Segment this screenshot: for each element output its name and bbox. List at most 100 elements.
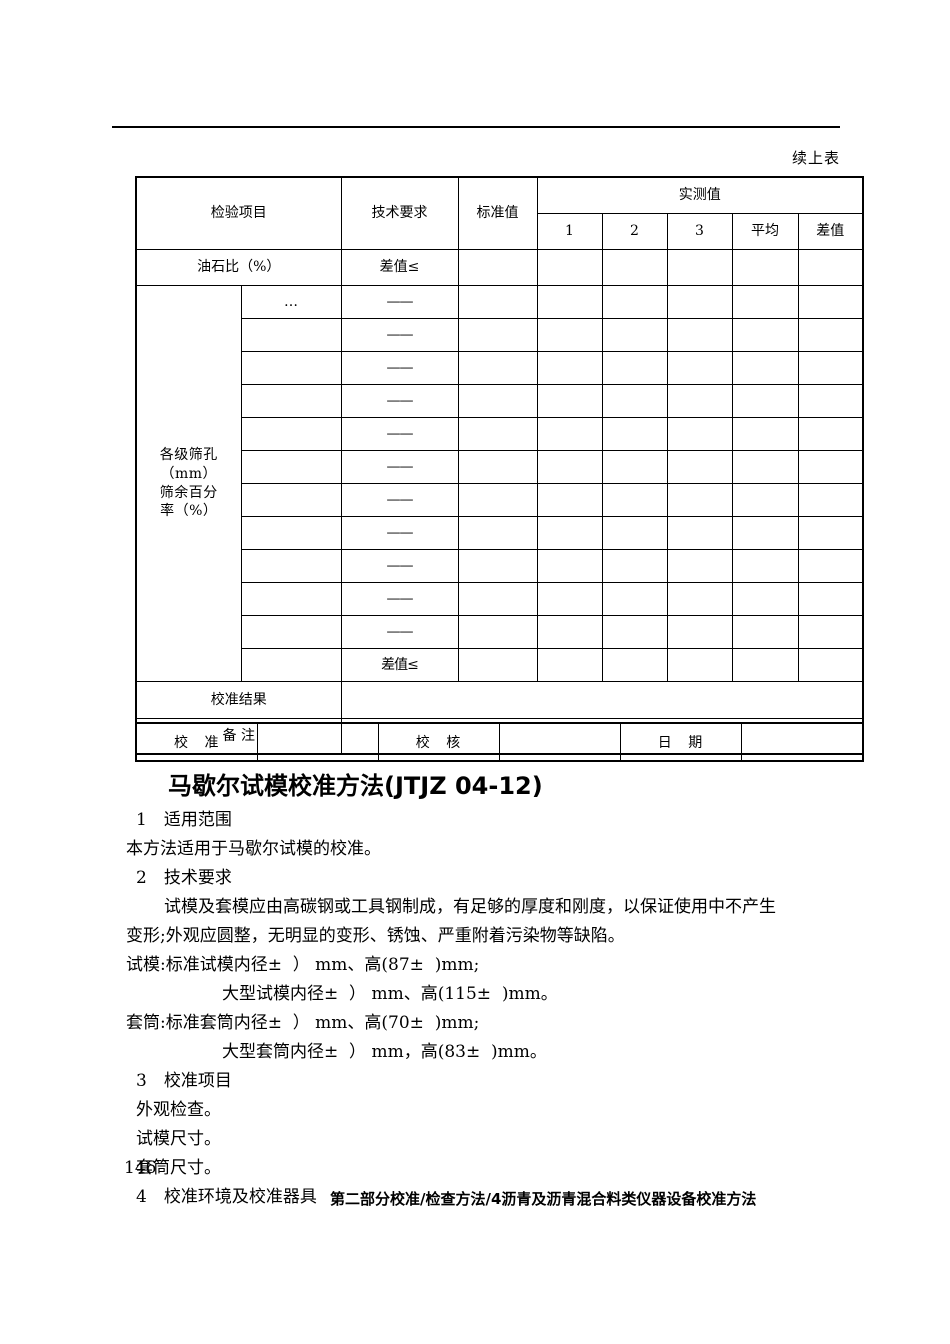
calibration-result-value[interactable] <box>340 681 864 719</box>
sieve-size-cell[interactable] <box>240 615 342 649</box>
header-standard-value: 标准值 <box>457 176 538 250</box>
sieve-standard-value[interactable] <box>457 318 538 352</box>
sieve-measure-1[interactable] <box>536 615 603 649</box>
sieve-measure-1[interactable] <box>536 483 603 517</box>
sieve-difference[interactable] <box>797 615 864 649</box>
sieve-measure-1[interactable] <box>536 417 603 451</box>
sieve-size-cell[interactable] <box>240 648 342 682</box>
sieve-size-cell[interactable] <box>240 582 342 616</box>
sieve-measure-2[interactable] <box>601 285 668 319</box>
date-value[interactable] <box>740 722 864 762</box>
sieve-difference[interactable] <box>797 318 864 352</box>
asphalt-ratio-measure-1[interactable] <box>536 249 603 286</box>
asphalt-ratio-standard-value[interactable] <box>457 249 538 286</box>
sieve-measure-3[interactable] <box>666 648 733 682</box>
sieve-difference[interactable] <box>797 549 864 583</box>
sieve-difference[interactable] <box>797 351 864 385</box>
checked-by-value[interactable] <box>498 722 621 762</box>
sieve-measure-1[interactable] <box>536 648 603 682</box>
sieve-measure-1[interactable] <box>536 285 603 319</box>
asphalt-ratio-difference[interactable] <box>797 249 864 286</box>
sieve-standard-value[interactable] <box>457 516 538 550</box>
sieve-standard-value[interactable] <box>457 615 538 649</box>
sieve-measure-2[interactable] <box>601 615 668 649</box>
calibration-result-label: 校准结果 <box>135 681 342 719</box>
sieve-average[interactable] <box>731 549 799 583</box>
sieve-standard-value[interactable] <box>457 384 538 418</box>
sieve-size-cell[interactable] <box>240 417 342 451</box>
sieve-standard-value[interactable] <box>457 483 538 517</box>
sieve-measure-3[interactable] <box>666 318 733 352</box>
sieve-average[interactable] <box>731 351 799 385</box>
sieve-measure-2[interactable] <box>601 417 668 451</box>
sieve-measure-3[interactable] <box>666 615 733 649</box>
sieve-measure-2[interactable] <box>601 648 668 682</box>
sieve-measure-1[interactable] <box>536 516 603 550</box>
sieve-difference[interactable] <box>797 384 864 418</box>
sieve-difference[interactable] <box>797 483 864 517</box>
sieve-measure-2[interactable] <box>601 516 668 550</box>
sieve-measure-3[interactable] <box>666 483 733 517</box>
sieve-standard-value[interactable] <box>457 417 538 451</box>
sieve-average[interactable] <box>731 450 799 484</box>
sieve-average[interactable] <box>731 417 799 451</box>
sieve-measure-3[interactable] <box>666 450 733 484</box>
sieve-average[interactable] <box>731 318 799 352</box>
sieve-size-cell[interactable] <box>240 549 342 583</box>
sieve-measure-2[interactable] <box>601 582 668 616</box>
sieve-average[interactable] <box>731 285 799 319</box>
sieve-average[interactable] <box>731 384 799 418</box>
sieve-measure-3[interactable] <box>666 549 733 583</box>
sieve-measure-2[interactable] <box>601 549 668 583</box>
sieve-size-cell[interactable]: … <box>240 285 342 319</box>
sieve-measure-2[interactable] <box>601 483 668 517</box>
sieve-measure-2[interactable] <box>601 384 668 418</box>
sieve-measure-1[interactable] <box>536 549 603 583</box>
signature-table: 校 准 校 核 日 期 <box>135 722 864 762</box>
sieve-measure-1[interactable] <box>536 582 603 616</box>
sieve-average[interactable] <box>731 483 799 517</box>
asphalt-ratio-average[interactable] <box>731 249 799 286</box>
sieve-average[interactable] <box>731 615 799 649</box>
sieve-average[interactable] <box>731 648 799 682</box>
sieve-difference[interactable] <box>797 417 864 451</box>
sieve-size-cell[interactable] <box>240 516 342 550</box>
sieve-standard-value[interactable] <box>457 648 538 682</box>
sieve-standard-value[interactable] <box>457 351 538 385</box>
sieve-size-cell[interactable] <box>240 450 342 484</box>
sieve-measure-1[interactable] <box>536 318 603 352</box>
sieve-requirement-dash: —— <box>340 615 459 649</box>
asphalt-ratio-measure-3[interactable] <box>666 249 733 286</box>
sieve-standard-value[interactable] <box>457 450 538 484</box>
sieve-average[interactable] <box>731 516 799 550</box>
sieve-measure-3[interactable] <box>666 351 733 385</box>
sieve-measure-2[interactable] <box>601 318 668 352</box>
sieve-measure-3[interactable] <box>666 384 733 418</box>
sieve-measure-3[interactable] <box>666 516 733 550</box>
sieve-difference[interactable] <box>797 285 864 319</box>
sieve-difference[interactable] <box>797 450 864 484</box>
sieve-average[interactable] <box>731 582 799 616</box>
sieve-size-cell[interactable] <box>240 351 342 385</box>
sieve-measure-3[interactable] <box>666 285 733 319</box>
sieve-size-cell[interactable] <box>240 384 342 418</box>
sieve-standard-value[interactable] <box>457 285 538 319</box>
sieve-standard-value[interactable] <box>457 582 538 616</box>
calibrated-by-value[interactable] <box>256 722 379 762</box>
sieve-size-cell[interactable] <box>240 483 342 517</box>
sieve-measure-3[interactable] <box>666 582 733 616</box>
sieve-difference[interactable] <box>797 582 864 616</box>
table-row-sieve: —— <box>136 384 864 418</box>
asphalt-ratio-measure-2[interactable] <box>601 249 668 286</box>
sieve-measure-1[interactable] <box>536 450 603 484</box>
sieve-measure-1[interactable] <box>536 351 603 385</box>
sieve-size-cell[interactable] <box>240 318 342 352</box>
sieve-measure-3[interactable] <box>666 417 733 451</box>
sieve-difference[interactable] <box>797 516 864 550</box>
sieve-difference[interactable] <box>797 648 864 682</box>
sieve-standard-value[interactable] <box>457 549 538 583</box>
sieve-measure-2[interactable] <box>601 351 668 385</box>
table-row-sieve: —— <box>136 318 864 352</box>
sieve-measure-2[interactable] <box>601 450 668 484</box>
sieve-measure-1[interactable] <box>536 384 603 418</box>
